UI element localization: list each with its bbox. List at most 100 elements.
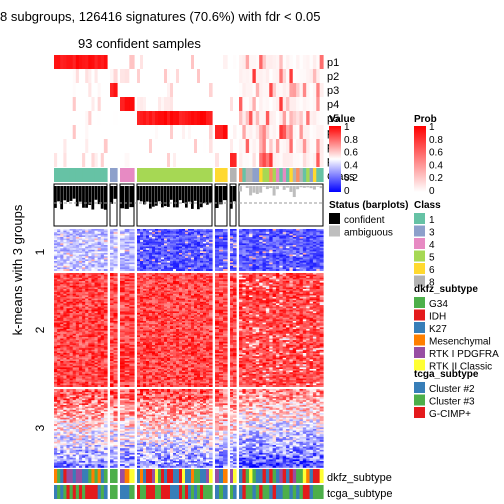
heatmap-cell [94,238,99,241]
prob-cell [129,55,135,69]
heatmap-cell [219,230,224,233]
class-cell [155,168,159,182]
prob-cell [143,55,147,69]
heatmap-cell [275,230,280,233]
class-cell [94,168,99,182]
prob-cell [265,83,270,97]
prob-cell [233,97,237,111]
prob-cell [209,139,213,153]
prob-cell [113,125,118,139]
prob-cell [103,69,108,83]
heatmap-cell [155,233,159,236]
heatmap-cell [230,233,234,236]
heatmap-cell [269,230,274,233]
class-cell [97,168,102,182]
prob-cell [173,69,177,83]
prob-cell [245,83,250,97]
prob-cell [176,83,180,97]
heatmap-cell [188,237,192,239]
prob-cell [152,139,156,153]
prob-cell [185,55,189,69]
prob-cell [167,153,171,167]
prob-row-label-p2: p2 [327,71,339,83]
prob-cell [269,153,274,167]
prob-cell [100,69,105,83]
prob-cell [312,97,317,111]
prob-cell [215,83,220,97]
class-cell [259,168,264,182]
heatmap-cell [309,232,314,235]
heatmap-cell [88,240,93,243]
prob-cell [103,55,108,69]
heatmap-cell [209,235,213,238]
heatmap-cell [161,233,165,236]
heatmap-cell [97,230,102,233]
prob-cell [97,55,102,69]
prob-cell [85,97,89,111]
heatmap-cell [167,238,171,241]
heatmap-cell [155,230,159,233]
prob-cell [194,153,198,167]
prob-cell [97,97,102,111]
prob-cell [299,83,304,97]
prob-cell [269,139,274,153]
heatmap-cell [124,235,130,238]
prob-cell [85,55,89,69]
heatmap-cell [203,232,207,235]
heatmap-cell [239,238,243,241]
class-cell [129,168,135,182]
silhouette-bar [60,186,64,210]
prob-cell [113,139,118,153]
heatmap-cell [233,232,237,235]
prob-cell [252,111,257,125]
prob-cell [72,69,77,83]
prob-cell [69,125,74,139]
class-cell [242,168,247,182]
prob-cell [296,111,301,125]
prob-cell [245,69,250,83]
prob-cell [296,55,301,69]
heatmap-cell [75,233,80,236]
heatmap-cell [94,235,99,238]
heatmap-cell [82,230,86,233]
prob-cell [197,55,201,69]
prob-cell [63,83,68,97]
prob-cell [164,83,168,97]
heatmap-cell [120,235,126,238]
heatmap-cell [170,237,174,239]
heatmap-cell [239,235,243,238]
prob-cell [54,111,58,125]
prob-cell [75,139,80,153]
heatmap-cell [179,237,183,239]
prob-cell [60,111,64,125]
class-cell [200,168,204,182]
heatmap-cell [78,238,83,241]
heatmap-cell [137,230,141,233]
class-cell [82,168,86,182]
silhouette-bar [63,186,67,201]
prob-cell [219,69,224,83]
heatmap-cell [306,235,311,238]
prob-cell [203,111,207,125]
heatmap-cell [306,233,311,236]
chart-title: 8 subgroups, 126416 signatures (70.6%) w… [0,9,321,24]
prob-cell [94,139,99,153]
heatmap-cell [54,233,58,236]
prob-cell [215,69,220,83]
heatmap-cell [158,237,162,239]
prob-cell [97,139,102,153]
prob-cell [249,153,254,167]
prob-cell [209,97,213,111]
prob-cell [173,83,177,97]
prob-cell [272,55,277,69]
heatmap-cell [286,230,290,233]
heatmap-cell [152,233,156,236]
heatmap-cell [296,229,301,231]
prob-cell [289,83,294,97]
prob-cell [282,139,287,153]
prob-cell [249,97,254,111]
heatmap-cell [129,269,135,271]
prob-cell [57,111,61,125]
heatmap-cell [215,232,220,235]
heatmap-cell [146,238,150,241]
